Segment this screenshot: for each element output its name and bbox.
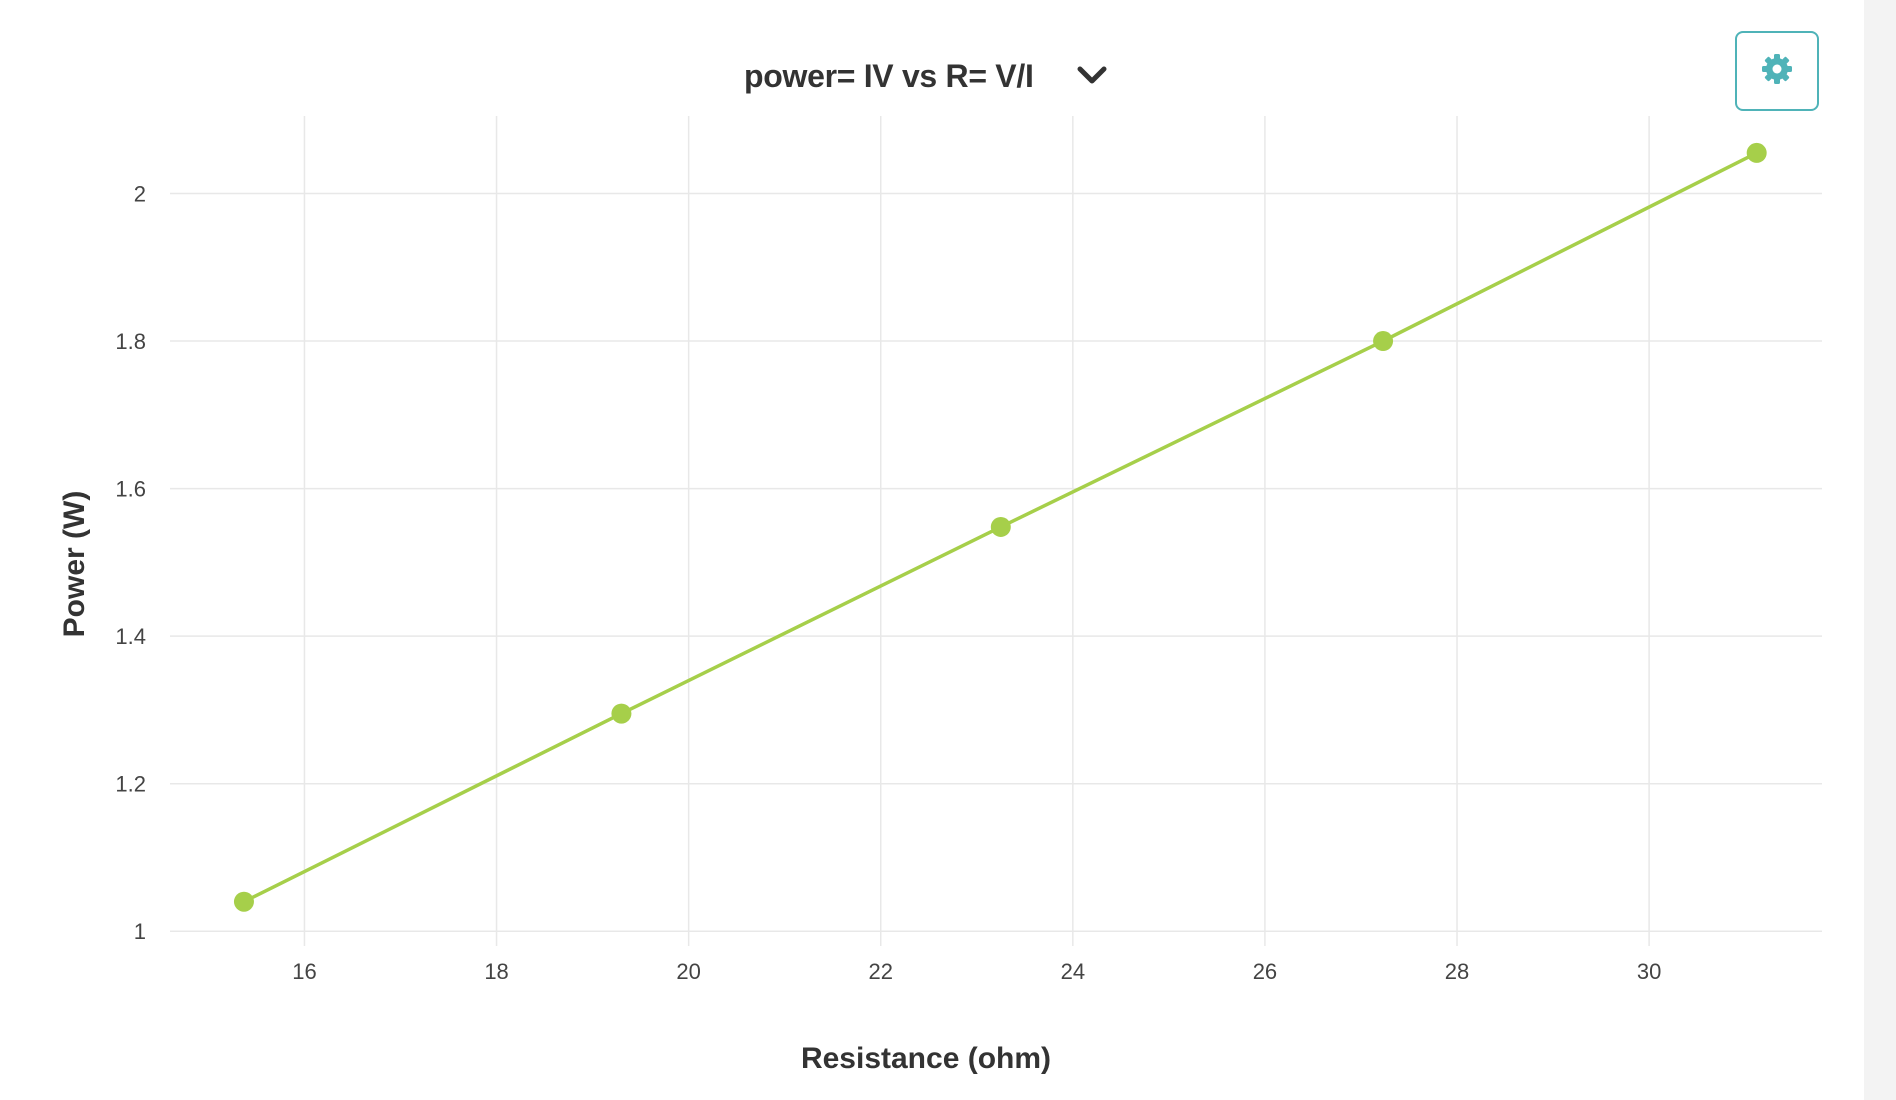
data-point[interactable] bbox=[1746, 142, 1767, 163]
x-tick-label: 22 bbox=[869, 959, 893, 984]
x-axis-label: Resistance (ohm) bbox=[801, 1042, 1051, 1075]
y-tick-label: 1.4 bbox=[115, 624, 146, 649]
y-gridlines bbox=[170, 192, 1822, 932]
chart-title: power= IV vs R= V/I bbox=[744, 57, 1034, 94]
x-tick-label: 20 bbox=[676, 959, 700, 984]
y-tick-labels: 1 1.2 1.4 1.6 1.8 2 bbox=[115, 181, 146, 944]
data-point[interactable] bbox=[990, 516, 1011, 537]
settings-button[interactable] bbox=[1735, 31, 1819, 111]
data-point[interactable] bbox=[611, 703, 632, 724]
y-axis-label: Power (W) bbox=[58, 491, 91, 638]
series-group bbox=[233, 142, 1767, 912]
y-tick-label: 2 bbox=[134, 181, 146, 206]
y-tick-label: 1 bbox=[134, 919, 146, 944]
x-tick-label: 30 bbox=[1637, 959, 1661, 984]
x-tick-label: 16 bbox=[292, 959, 316, 984]
x-tick-label: 24 bbox=[1061, 959, 1085, 984]
x-tick-label: 26 bbox=[1253, 959, 1277, 984]
chart-selector-dropdown[interactable]: power= IV vs R= V/I bbox=[744, 52, 1112, 100]
x-tick-label: 28 bbox=[1445, 959, 1469, 984]
scrollbar-track[interactable] bbox=[1864, 0, 1896, 1100]
x-tick-labels: 16 18 20 22 24 26 28 30 bbox=[292, 959, 1661, 984]
y-tick-label: 1.2 bbox=[115, 772, 146, 797]
y-tick-label: 1.8 bbox=[115, 329, 146, 354]
y-tick-label: 1.6 bbox=[115, 477, 146, 502]
data-point[interactable] bbox=[233, 891, 254, 912]
x-tick-label: 18 bbox=[484, 959, 508, 984]
data-point[interactable] bbox=[1373, 331, 1394, 352]
x-gridlines bbox=[303, 116, 1650, 946]
gear-icon bbox=[1761, 53, 1793, 90]
chevron-down-icon[interactable] bbox=[1072, 56, 1112, 96]
